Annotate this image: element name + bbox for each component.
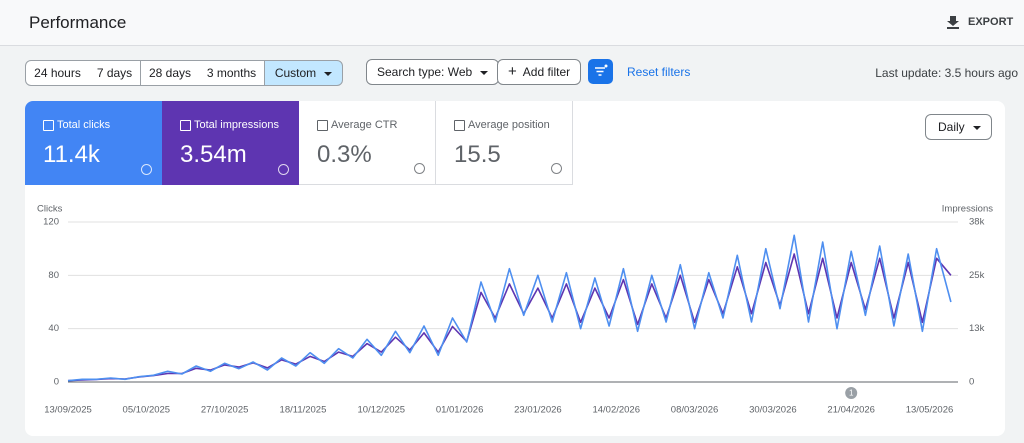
plus-icon: + xyxy=(508,63,517,80)
search-type-label: Search type: Web xyxy=(377,65,473,79)
x-tick-label: 05/10/2025 xyxy=(123,405,171,416)
y2-tick-label: 13k xyxy=(969,323,985,334)
page-title: Performance xyxy=(29,13,127,32)
range-button[interactable]: 24 hours xyxy=(25,60,90,86)
x-tick-label: 01/01/2026 xyxy=(436,405,484,416)
x-tick-label: 27/10/2025 xyxy=(201,405,249,416)
range-button[interactable]: 3 months xyxy=(199,60,265,86)
y2-tick-label: 0 xyxy=(969,377,974,388)
metric-value: 11.4k xyxy=(43,141,100,168)
metric-card[interactable]: Average CTR 0.3% xyxy=(299,101,436,185)
caret xyxy=(972,125,981,130)
x-tick-label: 13/05/2026 xyxy=(906,405,954,416)
range-button[interactable]: 7 days xyxy=(89,60,141,86)
x-tick-label: 14/02/2026 xyxy=(592,405,640,416)
y-tick-label: 0 xyxy=(54,377,59,388)
y-tick-label: 120 xyxy=(43,217,59,228)
help-icon xyxy=(141,164,152,175)
series-line xyxy=(67,234,952,382)
performance-card: Total clicks 11.4k Total impressions 3.54m… xyxy=(25,101,1005,436)
granularity-label: Daily xyxy=(938,120,965,134)
y-tick-label: 80 xyxy=(48,270,59,281)
metric-label: Total clicks xyxy=(57,119,111,131)
last-update: Last update: 3.5 hours ago xyxy=(875,66,1018,80)
y2-tick-label: 25k xyxy=(969,270,985,281)
metric-card[interactable]: Total clicks 11.4k xyxy=(25,101,162,185)
caret xyxy=(480,70,489,75)
metric-label: Average position xyxy=(468,119,550,131)
metric-value: 15.5 xyxy=(454,141,501,168)
metric-card[interactable]: Total impressions 3.54m xyxy=(162,101,299,185)
y2-axis-label: Impressions xyxy=(942,204,993,215)
search-type-dropdown[interactable]: Search type: Web xyxy=(366,59,500,85)
metric-label: Total impressions xyxy=(194,119,279,131)
help-icon xyxy=(551,163,562,174)
checkbox xyxy=(180,120,191,131)
y-axis-label: Clicks xyxy=(37,204,63,215)
y-tick-label: 40 xyxy=(48,323,59,334)
metric-value: 0.3% xyxy=(317,141,372,168)
header: Performance EXPORT xyxy=(0,0,1024,46)
checkbox xyxy=(454,120,465,131)
x-tick-label: 10/12/2025 xyxy=(358,405,406,416)
checkbox xyxy=(317,120,328,131)
range-button-selected[interactable]: Custom xyxy=(264,60,343,86)
granularity-dropdown[interactable]: Daily xyxy=(925,114,992,140)
range-label: Custom xyxy=(274,66,317,80)
x-tick-label: 21/04/2026 xyxy=(827,405,875,416)
metric-value: 3.54m xyxy=(180,141,247,168)
reset-filters[interactable]: Reset filters xyxy=(627,65,691,79)
checkbox xyxy=(43,120,54,131)
filter-icon-button[interactable] xyxy=(588,59,613,84)
range-button[interactable]: 28 days xyxy=(140,60,200,86)
annotation-label: 1 xyxy=(849,389,854,398)
metric-card[interactable]: Average position 15.5 xyxy=(436,101,573,185)
x-tick-label: 18/11/2025 xyxy=(280,405,327,416)
help-icon xyxy=(278,164,289,175)
annotation-marker xyxy=(845,387,858,399)
x-tick-label: 30/03/2026 xyxy=(749,405,797,416)
add-filter-button[interactable]: + Add filter xyxy=(497,59,582,85)
y2-tick-label: 38k xyxy=(969,217,985,228)
caret xyxy=(324,71,333,76)
help-icon xyxy=(414,163,425,174)
x-tick-label: 23/01/2026 xyxy=(514,405,562,416)
add-filter-label: Add filter xyxy=(522,65,571,79)
x-tick-label: 08/03/2026 xyxy=(671,405,719,416)
x-tick-label: 13/09/2025 xyxy=(44,405,92,416)
metric-label: Average CTR xyxy=(331,119,398,131)
export-button[interactable]: EXPORT xyxy=(968,16,1014,28)
series-line xyxy=(67,253,952,382)
export-icon[interactable] xyxy=(946,15,960,29)
chart: Clicks Impressions 0 40 80 120 0 13k 25k 38k 13/09… xyxy=(37,204,993,416)
